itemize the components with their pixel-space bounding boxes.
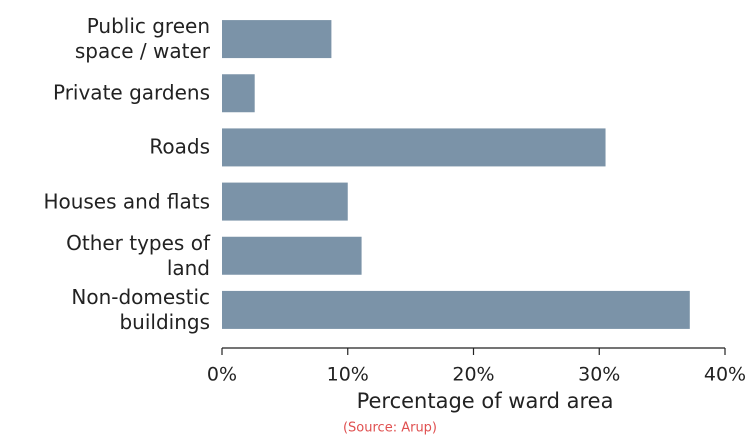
source-note: (Source: Arup) (343, 421, 437, 436)
bar (222, 20, 332, 59)
x-tick-label: 20% (452, 364, 494, 386)
y-tick-label: Houses and flats (43, 189, 210, 214)
bar (222, 128, 606, 167)
x-tick-label: 0% (207, 364, 237, 386)
bar (222, 74, 255, 113)
y-tick-label: Other types of land (66, 230, 210, 280)
y-tick-label: Roads (149, 134, 210, 159)
bar (222, 182, 348, 221)
bar (222, 236, 362, 275)
bar (222, 290, 690, 329)
x-tick-label: 40% (704, 364, 746, 386)
x-axis-title: Percentage of ward area (357, 389, 614, 413)
y-tick-label: Non-domestic buildings (71, 284, 210, 334)
y-tick-label: Public green space / water (74, 14, 210, 64)
x-tick-label: 10% (327, 364, 369, 386)
x-tick-label: 30% (578, 364, 620, 386)
y-tick-label: Private gardens (52, 80, 210, 105)
